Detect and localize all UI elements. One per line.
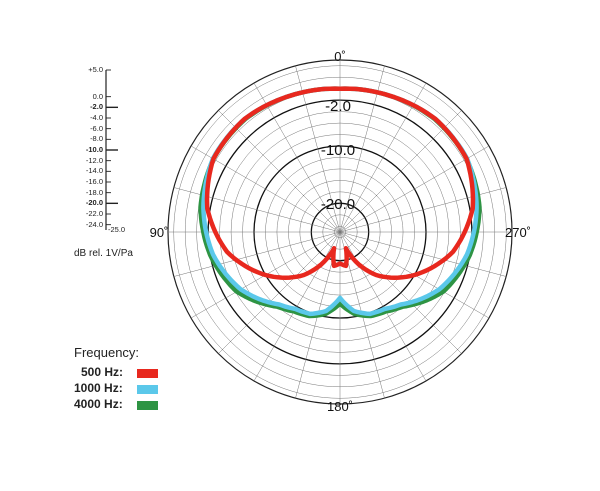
legend-label-500hz: 500 Hz: <box>81 365 124 379</box>
grid-spoke <box>339 231 507 277</box>
grid-spoke <box>253 82 341 233</box>
scale-tick-label: -10.0 <box>85 145 103 154</box>
ring-label-minus-10: -10.0 <box>321 142 355 159</box>
grid-spoke <box>339 82 427 233</box>
db-scale-bar <box>105 69 118 230</box>
scale-tick-label: +5.0 <box>88 65 103 74</box>
curve-500hz <box>204 86 476 280</box>
grid-spoke <box>218 110 341 233</box>
scale-tick-label: -6.0 <box>90 123 103 133</box>
legend-label-4000hz: 4000 Hz: <box>74 397 123 411</box>
ring-label-minus-20: -20.0 <box>321 196 355 213</box>
scale-tick-label: -16.0 <box>85 177 103 186</box>
scale-tick-label: -20.0 <box>85 198 103 208</box>
legend-label-1000hz: 1000 Hz: <box>74 381 123 395</box>
scale-tick-label: -8.0 <box>90 134 103 144</box>
scale-tick-label: -24.0 <box>85 219 103 229</box>
grid-spoke <box>339 110 462 233</box>
scale-tick-label: -12.0 <box>85 155 103 165</box>
grid-spoke <box>339 231 462 354</box>
grid-spoke <box>190 145 341 233</box>
angle-label-0: 0˚ <box>334 49 346 64</box>
scale-tick-label: -18.0 <box>85 187 103 197</box>
grid-spoke <box>173 231 341 277</box>
scale-tick-label: -2.0 <box>90 102 103 112</box>
grid-spoke <box>218 231 341 354</box>
ring-label-minus-2: -2.0 <box>325 98 351 115</box>
angle-label-270: 270˚ <box>505 225 531 240</box>
legend-swatch-4000hz <box>137 401 158 410</box>
unit-label: dB rel. 1V/Pa <box>74 248 133 259</box>
scale-tick-label: 0.0 <box>92 91 103 101</box>
scale-tick-label: -4.0 <box>90 113 103 122</box>
grid-spoke <box>339 145 490 233</box>
scale-tick-label: -14.0 <box>85 166 103 176</box>
scale-tick-label: -25.0 <box>108 225 126 234</box>
polar-curves <box>198 86 482 319</box>
legend-title: Frequency: <box>74 345 140 360</box>
angle-label-180: 180˚ <box>327 399 353 414</box>
angle-label-90: 90˚ <box>150 225 169 240</box>
legend-swatch-500hz <box>137 369 158 378</box>
legend-swatch-1000hz <box>137 385 158 394</box>
scale-tick-label: -22.0 <box>85 209 103 218</box>
